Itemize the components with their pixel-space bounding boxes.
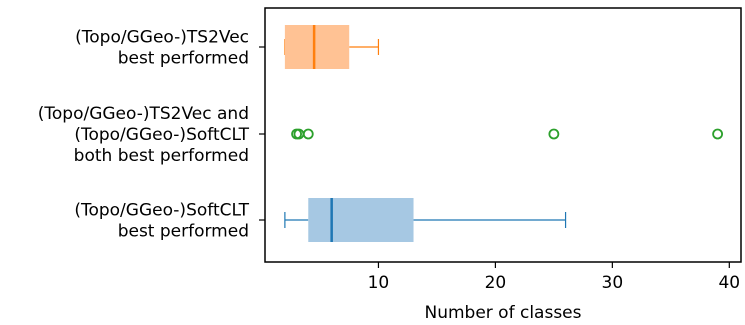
y-category-label: best performed	[118, 49, 249, 69]
x-axis: 10 20 30 40	[368, 262, 740, 293]
box-group	[291, 128, 724, 140]
x-tick-label: 30	[602, 273, 624, 293]
plot-marks	[284, 25, 724, 242]
x-tick-label: 40	[718, 273, 740, 293]
x-axis-title: Number of classes	[424, 303, 581, 323]
box-group	[284, 198, 567, 242]
plot-frame	[264, 7, 742, 263]
outlier-point	[548, 128, 560, 140]
y-category-label: best performed	[118, 222, 249, 242]
y-category-label: (Topo/GGeo-)TS2Vec	[75, 28, 249, 48]
y-category-label: (Topo/GGeo-)SoftCLT	[74, 125, 249, 145]
x-tick-label: 10	[368, 273, 390, 293]
y-category-label: both best performed	[74, 146, 249, 166]
outlier-point	[302, 128, 314, 140]
box-iqr	[308, 198, 414, 242]
outlier-point	[712, 128, 724, 140]
y-category-label: (Topo/GGeo-)SoftCLT	[74, 201, 249, 221]
y-category-label: (Topo/GGeo-)TS2Vec and	[38, 104, 249, 124]
box-iqr	[284, 25, 350, 69]
x-tick-label: 20	[485, 273, 507, 293]
box-group	[284, 25, 380, 69]
